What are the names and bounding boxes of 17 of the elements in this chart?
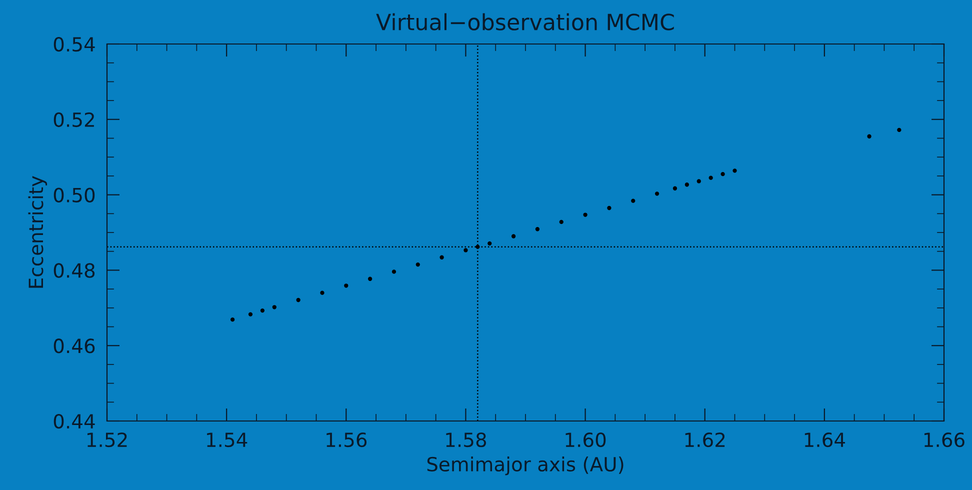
x-tick-label: 1.62 (685, 432, 725, 448)
x-tick-label: 1.66 (924, 432, 964, 448)
y-tick-label: 0.54 (54, 36, 95, 52)
x-tick-label: 1.54 (207, 432, 248, 448)
y-tick-label: 0.46 (54, 338, 95, 354)
chart-title: Virtual−observation MCMC (376, 13, 674, 30)
y-tick-label: 0.48 (54, 263, 95, 278)
y-axis-title: Eccentricity (28, 176, 48, 288)
y-tick-label: 0.44 (54, 414, 95, 429)
y-tick-label: 0.52 (54, 112, 94, 128)
y-tick-label: 0.50 (54, 188, 95, 202)
x-tick-label: 1.56 (326, 432, 367, 448)
x-tick-label: 1.58 (446, 432, 486, 448)
x-axis-title: Semimajor axis (AU) (427, 456, 624, 476)
x-tick-label: 1.52 (87, 432, 127, 448)
x-tick-label: 1.60 (566, 432, 606, 448)
x-tick-label: 1.64 (804, 432, 845, 448)
